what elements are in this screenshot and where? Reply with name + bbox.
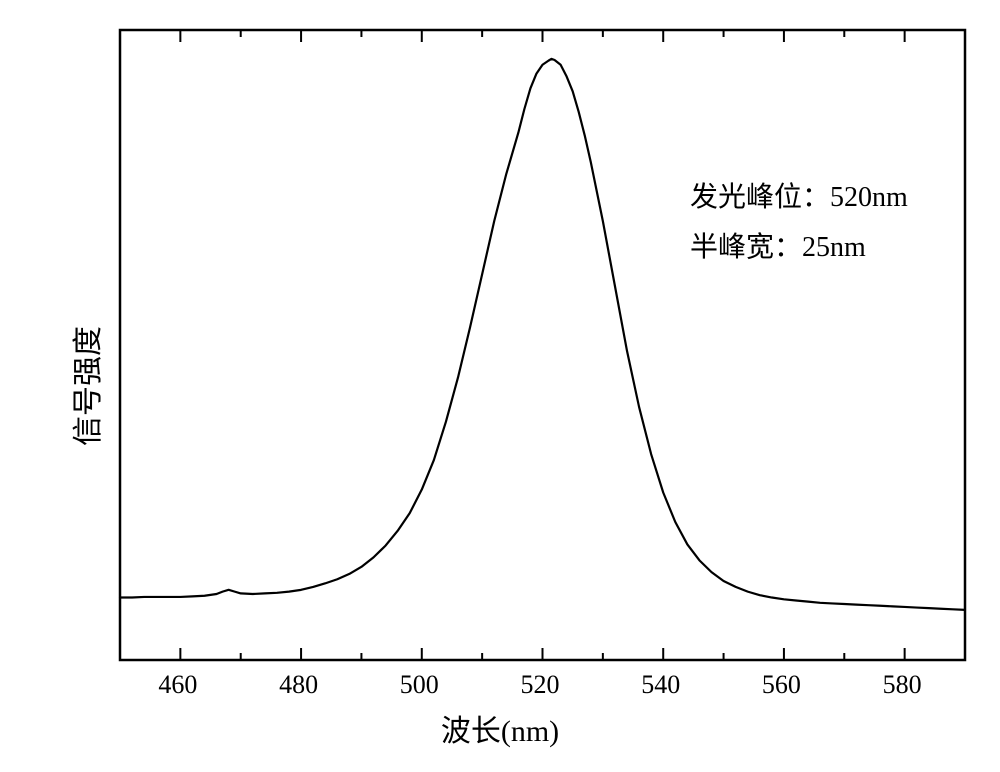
x-axis-label: 波长(nm): [441, 706, 559, 750]
x-tick-label: 500: [400, 670, 439, 700]
x-tick-label: 580: [883, 670, 922, 700]
spectrum-figure: 信号强度 波长(nm) 460 480 500 520 540 560 580 发光峰位：5…: [0, 0, 1000, 772]
x-tick-label: 540: [641, 670, 680, 700]
x-tick-label: 560: [762, 670, 801, 700]
annotation-peak-position: 发光峰位：520nm: [690, 175, 908, 215]
x-tick-label: 520: [521, 670, 560, 700]
plot-svg: [0, 0, 1000, 772]
y-axis-label: 信号强度: [63, 326, 107, 446]
annotation-fwhm: 半峰宽：25nm: [690, 225, 866, 265]
x-tick-label: 460: [158, 670, 197, 700]
x-tick-label: 480: [279, 670, 318, 700]
